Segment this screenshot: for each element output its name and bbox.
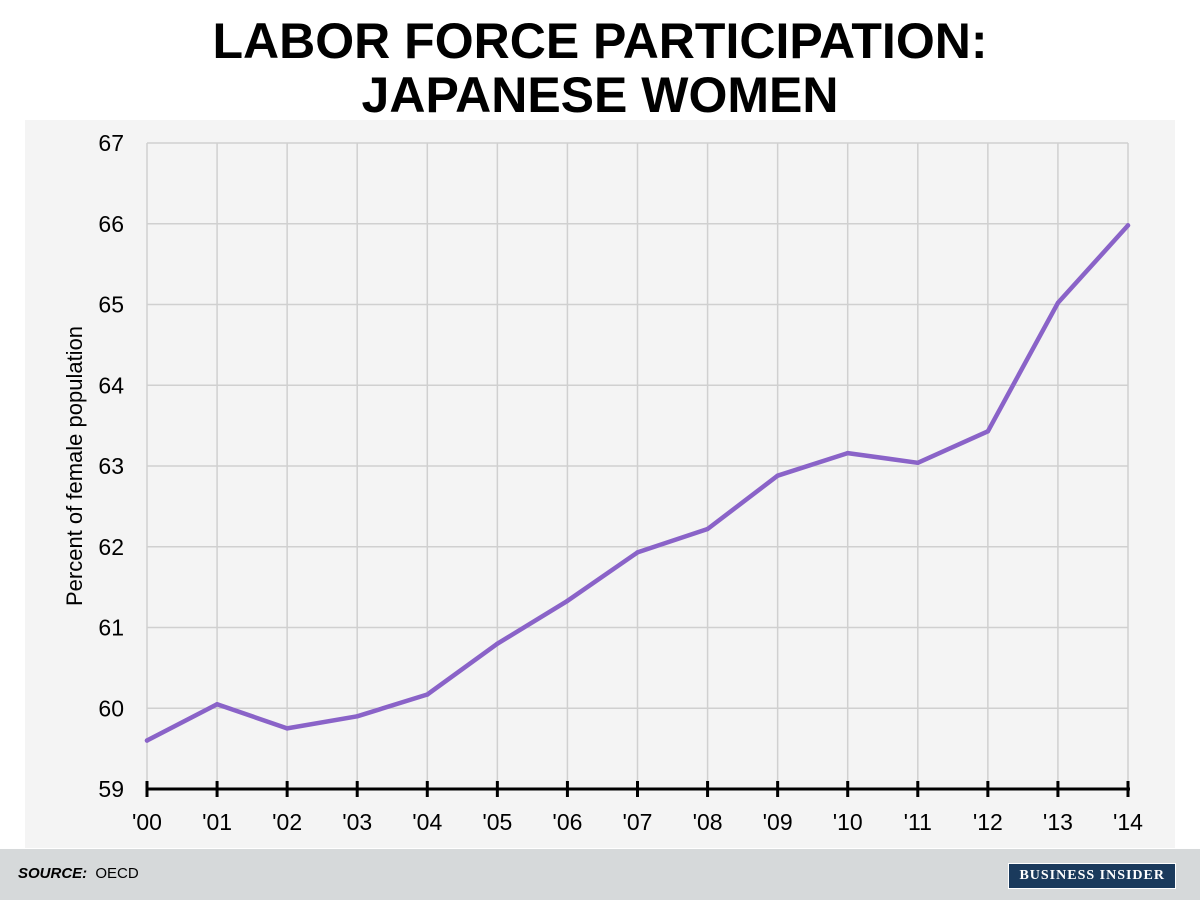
x-tick-label: '07 [623, 809, 653, 835]
x-tick-label: '01 [202, 809, 232, 835]
data-point [635, 550, 640, 555]
x-tick-label: '00 [132, 809, 162, 835]
data-point [565, 598, 570, 604]
data-point [915, 460, 920, 465]
source-value: OECD [95, 865, 139, 882]
x-tick-label: '09 [763, 809, 793, 835]
y-tick-label: 60 [98, 695, 124, 721]
y-tick-label: 67 [98, 130, 124, 156]
chart-title-line-2: JAPANESE WOMEN [361, 67, 839, 123]
x-tick-label: '10 [833, 809, 863, 835]
x-tick-label: '03 [342, 809, 372, 835]
x-tick-label: '05 [482, 809, 512, 835]
data-point [845, 450, 850, 456]
y-axis-label: Percent of female population [62, 326, 87, 606]
y-tick-label: 66 [98, 211, 124, 237]
source-label: SOURCE: [18, 865, 88, 882]
data-point [284, 726, 290, 731]
y-tick-label: 64 [98, 372, 124, 398]
data-point [705, 526, 710, 532]
y-tick-label: 61 [98, 615, 124, 641]
data-point [495, 641, 500, 646]
x-tick-label: '02 [272, 809, 302, 835]
data-point [775, 473, 780, 478]
y-tick-label: 63 [98, 453, 124, 479]
x-tick-label: '14 [1113, 809, 1143, 835]
brand-logo: BUSINESS INSIDER [1008, 863, 1176, 889]
data-point [425, 692, 430, 697]
data-point [144, 738, 150, 743]
x-tick-label: '12 [973, 809, 1003, 835]
chart-title: LABOR FORCE PARTICIPATION: JAPANESE WOME… [0, 14, 1200, 122]
source-note: SOURCE: OECD [18, 865, 139, 882]
x-tick-label: '11 [904, 809, 932, 835]
chart-title-line-1: LABOR FORCE PARTICIPATION: [212, 13, 988, 69]
y-tick-label: 62 [98, 534, 124, 560]
data-point [1125, 223, 1131, 228]
data-point [355, 714, 360, 719]
x-tick-label: '08 [693, 809, 723, 835]
footer-bar: SOURCE: OECD BUSINESS INSIDER [0, 849, 1200, 900]
data-point [1055, 300, 1061, 306]
x-tick-label: '04 [412, 809, 442, 835]
y-tick-label: 65 [98, 292, 124, 318]
x-tick-label: '06 [552, 809, 582, 835]
data-point [985, 429, 991, 434]
data-point [214, 702, 220, 707]
x-tick-label: '13 [1043, 809, 1073, 835]
y-tick-label: 59 [98, 776, 124, 802]
